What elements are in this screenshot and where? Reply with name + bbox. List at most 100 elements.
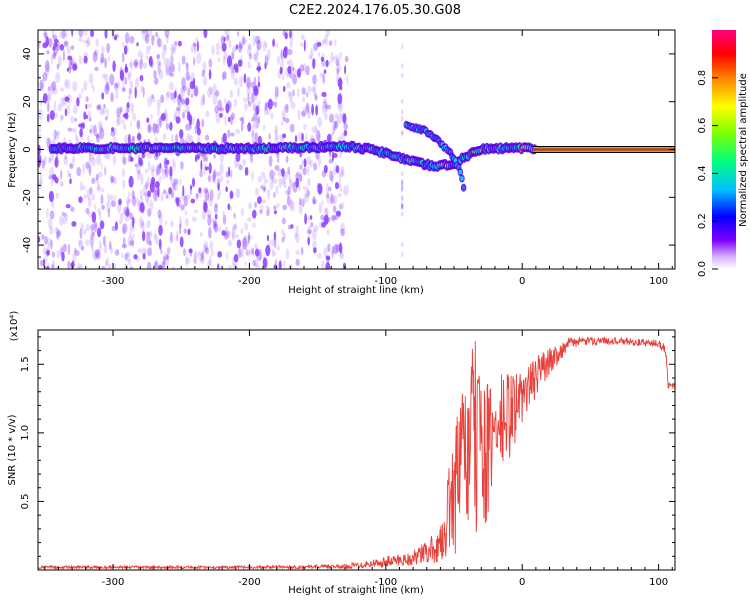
spectrogram-noise-cell [247, 60, 251, 69]
spectrogram-noise-cell [244, 103, 248, 111]
spectrogram-noise-cell [126, 200, 129, 211]
spectrogram-noise-cell [261, 171, 266, 179]
spectrogram-noise-cell [142, 30, 148, 34]
spectrogram-noise-cell [129, 154, 132, 162]
spectrogram-noise-cell [83, 80, 88, 91]
spectrogram-noise-cell [254, 132, 259, 143]
spectrogram-noise-cell [339, 202, 342, 212]
spectrogram-noise-cell [225, 186, 228, 193]
spectrogram-noise-cell [185, 255, 188, 268]
spectrogram-noise-cell [106, 200, 111, 213]
spectrogram-noise-cell [113, 194, 117, 200]
spectrogram-noise-cell [228, 39, 232, 49]
spectrogram-noise-cell [274, 124, 279, 135]
spectrogram-noise-cell [80, 222, 84, 230]
spectrogram-noise-cell [219, 107, 225, 112]
spectrogram-noise-cell [116, 81, 121, 88]
spectrogram-noise-cell [250, 81, 255, 89]
spectrogram-noise-cell [322, 38, 327, 44]
spectrogram-noise-cell [248, 202, 253, 210]
spectrogram-noise-cell [108, 241, 112, 250]
colorbar-label: Normalized spectral amplitude [738, 73, 749, 227]
spectrogram-noise-cell [325, 192, 330, 199]
spectrogram-noise-cell [44, 235, 48, 245]
spectrogram-noise-cell [102, 235, 106, 247]
spectrogram-noise-cell [251, 132, 254, 138]
spectrogram-noise-cell [90, 124, 95, 134]
spectrogram-noise-cell [89, 235, 95, 246]
spectrogram-noise-cell [100, 57, 105, 64]
spectrogram-noise-cell [185, 194, 191, 200]
spectrogram-noise-cell [194, 154, 198, 163]
spectrogram-noise-cell [127, 199, 133, 204]
spectrogram-noise-cell [44, 60, 50, 72]
spectrogram-noise-cell [325, 261, 331, 269]
spectrogram-noise-cell [216, 192, 221, 201]
spectrogram-noise-cell [166, 246, 171, 255]
spectrogram-noise-cell [113, 134, 116, 142]
spectrogram-noise-cell [50, 53, 54, 65]
spectrogram-noise-cell [136, 42, 139, 47]
spectrogram-noise-cell [39, 173, 43, 185]
spectrogram-noise-cell [321, 58, 326, 68]
spectrogram-noise-cell [217, 99, 223, 112]
spectrogram-noise-cell [158, 69, 164, 80]
spectrogram-noise-cell [230, 115, 233, 125]
spectrogram-noise-cell [129, 156, 134, 162]
spectrogram-noise-cell [195, 193, 198, 202]
spectrogram-noise-cell [216, 171, 222, 177]
spectrogram-noise-cell [97, 104, 102, 110]
spectrogram-noise-cell [401, 202, 404, 208]
spectrogram-noise-cell [60, 114, 63, 122]
spectrogram-noise-cell [335, 58, 340, 67]
spectrogram-noise-cell [313, 247, 317, 254]
spectrogram-noise-cell [67, 127, 73, 132]
spectrogram-noise-cell [106, 42, 110, 54]
spectrogram-noise-cell [233, 77, 238, 86]
spectrogram-noise-cell [260, 185, 264, 190]
spectrogram-noise-cell [131, 233, 135, 239]
spectrogram-noise-cell [54, 112, 58, 119]
spectrogram-noise-cell [269, 169, 275, 180]
spectrogram-noise-cell [160, 94, 165, 104]
spectrogram-noise-cell [302, 185, 306, 190]
spectrogram-noise-cell [302, 198, 305, 208]
spectrogram-noise-cell [401, 204, 404, 210]
spectrogram-noise-cell [51, 260, 56, 269]
spectrogram-noise-cell [290, 101, 296, 109]
spectrogram-noise-cell [42, 72, 48, 82]
spectrogram-noise-cell [71, 30, 74, 37]
spectrogram-noise-cell [83, 228, 87, 236]
spectrogram-noise-cell [244, 261, 247, 266]
spectrogram-noise-cell [278, 177, 282, 188]
spectrogram-noise-cell [264, 42, 268, 49]
snr-series [38, 336, 675, 570]
spectrogram-noise-cell [208, 162, 212, 174]
spectrogram-noise-cell [318, 154, 321, 167]
spectrogram-noise-cell [281, 109, 287, 119]
spectrogram-noise [38, 30, 404, 269]
spectrogram-noise-cell [306, 102, 310, 113]
spectrogram-noise-cell [257, 196, 262, 205]
spectrogram-noise-cell [146, 220, 151, 229]
spectrogram-noise-cell [160, 192, 164, 202]
spectrogram-noise-cell [273, 192, 276, 198]
spectrogram-noise-cell [317, 183, 323, 195]
spectrogram-noise-cell [109, 245, 113, 254]
spectrogram-noise-cell [198, 187, 202, 194]
figure-title: C2E2.2024.176.05.30.G08 [289, 3, 461, 18]
spectrogram-noise-cell [213, 153, 216, 159]
spectrogram-noise-cell [280, 229, 284, 235]
spectrogram-noise-cell [156, 99, 161, 109]
spectrogram-noise-cell [328, 40, 333, 46]
spectrogram-noise-cell [265, 244, 271, 257]
spectrogram-noise-cell [121, 244, 127, 249]
spectrogram-noise-cell [262, 182, 265, 194]
spectrogram-noise-cell [107, 208, 110, 218]
spectrogram-noise-cell [175, 106, 181, 112]
spectrogram-noise-cell [39, 259, 45, 267]
spectrogram-noise-cell [401, 178, 404, 184]
spectrogram-noise-cell [251, 123, 255, 136]
spectrogram-noise-cell [196, 118, 200, 131]
spectrogram-noise-cell [56, 131, 59, 142]
